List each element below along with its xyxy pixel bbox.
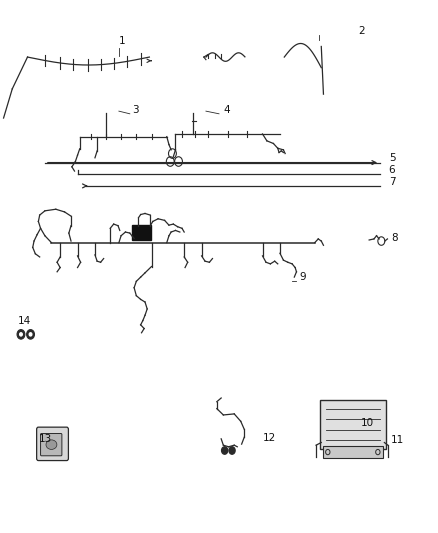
Text: 5: 5: [389, 153, 396, 163]
Text: 14: 14: [18, 316, 31, 326]
Text: 9: 9: [300, 272, 306, 282]
FancyBboxPatch shape: [37, 427, 68, 461]
Text: 11: 11: [391, 435, 404, 445]
Text: 7: 7: [389, 177, 396, 187]
Circle shape: [229, 447, 235, 454]
Text: 8: 8: [391, 232, 398, 243]
Text: 6: 6: [389, 165, 396, 175]
Text: 4: 4: [223, 106, 230, 115]
Circle shape: [17, 329, 25, 339]
FancyBboxPatch shape: [323, 446, 383, 458]
Circle shape: [29, 333, 32, 336]
Circle shape: [27, 329, 35, 339]
Ellipse shape: [46, 440, 57, 449]
Circle shape: [222, 447, 228, 454]
Text: 1: 1: [119, 36, 126, 46]
Text: 13: 13: [39, 434, 52, 444]
FancyBboxPatch shape: [41, 433, 62, 456]
FancyBboxPatch shape: [320, 400, 386, 449]
Text: 10: 10: [360, 418, 374, 428]
Text: 12: 12: [262, 433, 276, 442]
Circle shape: [20, 333, 22, 336]
FancyBboxPatch shape: [131, 225, 151, 240]
Text: 3: 3: [132, 106, 138, 115]
Text: 2: 2: [358, 26, 365, 36]
